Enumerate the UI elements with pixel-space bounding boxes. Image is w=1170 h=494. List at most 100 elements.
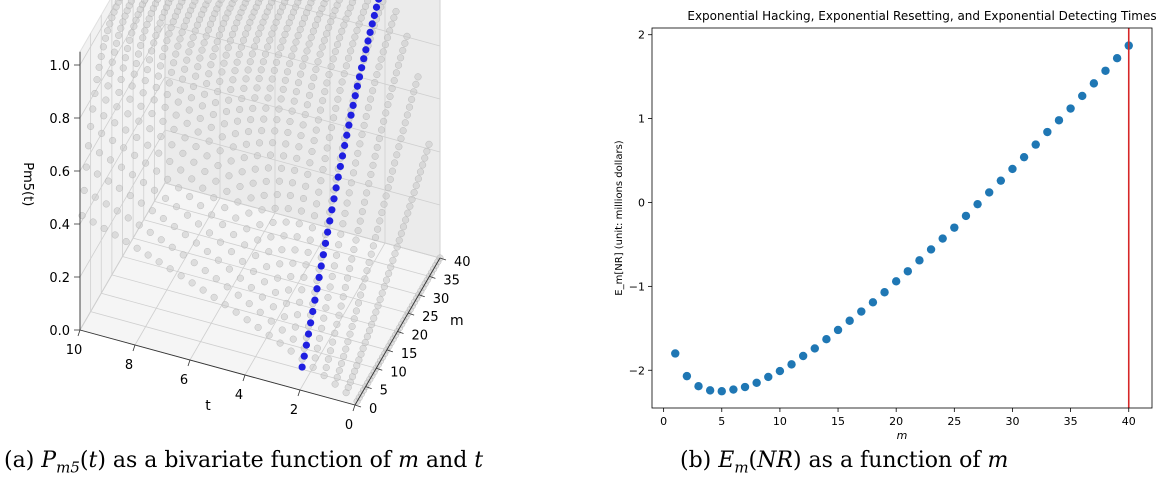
surface-point bbox=[278, 164, 286, 172]
surface-point bbox=[260, 191, 268, 199]
surface-point bbox=[320, 314, 328, 322]
surface-point bbox=[239, 36, 247, 44]
surface-point bbox=[279, 85, 287, 93]
data-point bbox=[938, 234, 947, 243]
surface-point bbox=[336, 86, 344, 94]
surface-point bbox=[340, 70, 348, 78]
t-tick-mark bbox=[187, 359, 191, 367]
surface-point bbox=[154, 72, 162, 80]
surface-point bbox=[412, 80, 420, 88]
surface-point bbox=[243, 316, 251, 324]
surface-point bbox=[199, 286, 207, 294]
surface-point bbox=[310, 137, 318, 145]
surface-point bbox=[234, 198, 242, 206]
surface-point bbox=[344, 274, 352, 282]
surface-point bbox=[306, 236, 314, 244]
surface-point bbox=[384, 184, 392, 192]
data-point bbox=[717, 387, 726, 396]
surface-point bbox=[361, 339, 369, 347]
highlight-point bbox=[375, 0, 383, 3]
data-point bbox=[985, 188, 994, 197]
surface-point bbox=[340, 21, 348, 29]
highlight-point bbox=[336, 162, 344, 171]
surface-point bbox=[91, 89, 99, 97]
surface-point bbox=[295, 79, 303, 87]
surface-point bbox=[371, 152, 379, 160]
surface-point bbox=[172, 203, 180, 211]
surface-point bbox=[314, 116, 322, 124]
surface-point bbox=[82, 163, 90, 171]
surface-point bbox=[244, 128, 252, 136]
surface-point bbox=[209, 111, 217, 119]
data-point bbox=[926, 245, 936, 254]
surface-point bbox=[350, 315, 358, 323]
surface-point bbox=[220, 120, 228, 128]
surface-point bbox=[292, 38, 300, 46]
surface-point bbox=[185, 48, 193, 56]
surface-point bbox=[228, 30, 236, 38]
surface-point bbox=[278, 326, 286, 334]
surface-point bbox=[300, 273, 308, 281]
grid-line bbox=[111, 274, 387, 351]
surface-point bbox=[246, 58, 254, 66]
surface-point bbox=[333, 320, 341, 328]
surface-point bbox=[326, 283, 334, 291]
caption-b-prefix: (b) bbox=[680, 448, 719, 473]
surface-point bbox=[271, 204, 279, 212]
surface-point bbox=[303, 101, 311, 109]
surface-point bbox=[346, 330, 354, 338]
highlight-point bbox=[321, 239, 330, 247]
surface-point bbox=[203, 80, 211, 88]
surface-point bbox=[102, 200, 110, 208]
surface-point bbox=[170, 223, 178, 231]
surface-point bbox=[235, 50, 243, 58]
surface-point bbox=[255, 30, 263, 38]
surface-point bbox=[303, 47, 311, 55]
surface-point bbox=[211, 45, 219, 53]
surface-point bbox=[313, 200, 321, 208]
surface-point bbox=[337, 302, 345, 310]
surface-point bbox=[360, 121, 368, 129]
surface-point bbox=[100, 224, 108, 232]
caption-b: (b) Em(NR) as a function of m bbox=[680, 448, 1008, 476]
surface-point bbox=[114, 0, 122, 6]
grid-line bbox=[79, 182, 166, 331]
surface-point bbox=[207, 123, 215, 131]
surface-point bbox=[334, 41, 342, 49]
surface-point bbox=[106, 20, 114, 28]
data-point bbox=[891, 277, 901, 286]
surface-point bbox=[113, 103, 121, 111]
surface-point bbox=[244, 0, 251, 3]
z-tick-label: 0.8 bbox=[49, 112, 70, 127]
surface-point bbox=[135, 117, 143, 125]
data-point bbox=[1078, 91, 1087, 101]
surface-point bbox=[255, 75, 263, 83]
surface-point bbox=[143, 66, 151, 74]
data-point bbox=[1066, 104, 1075, 113]
chart-title: Exponential Hacking, Exponential Resetti… bbox=[687, 9, 1156, 23]
surface-point bbox=[352, 0, 357, 1]
surface-point bbox=[288, 107, 296, 115]
surface-point bbox=[361, 198, 369, 206]
surface-point bbox=[270, 0, 277, 2]
surface-point bbox=[126, 192, 134, 200]
surface-point bbox=[98, 129, 106, 137]
surface-point bbox=[292, 88, 300, 96]
surface-point bbox=[219, 221, 227, 229]
surface-point bbox=[391, 250, 399, 258]
surface-point bbox=[294, 0, 302, 6]
surface-point bbox=[335, 241, 343, 249]
surface-point bbox=[203, 247, 211, 255]
surface-point bbox=[174, 98, 182, 106]
surface-point bbox=[154, 25, 162, 33]
surface-point bbox=[142, 159, 150, 167]
surface-point bbox=[170, 125, 178, 133]
caption-a-var-t: t bbox=[88, 448, 98, 473]
surface-point bbox=[345, 54, 353, 62]
surface-point bbox=[157, 236, 165, 244]
surface-point bbox=[330, 262, 338, 270]
surface-point bbox=[273, 191, 281, 199]
surface-point bbox=[159, 53, 167, 61]
data-point bbox=[705, 386, 715, 395]
surface-point bbox=[299, 121, 307, 129]
